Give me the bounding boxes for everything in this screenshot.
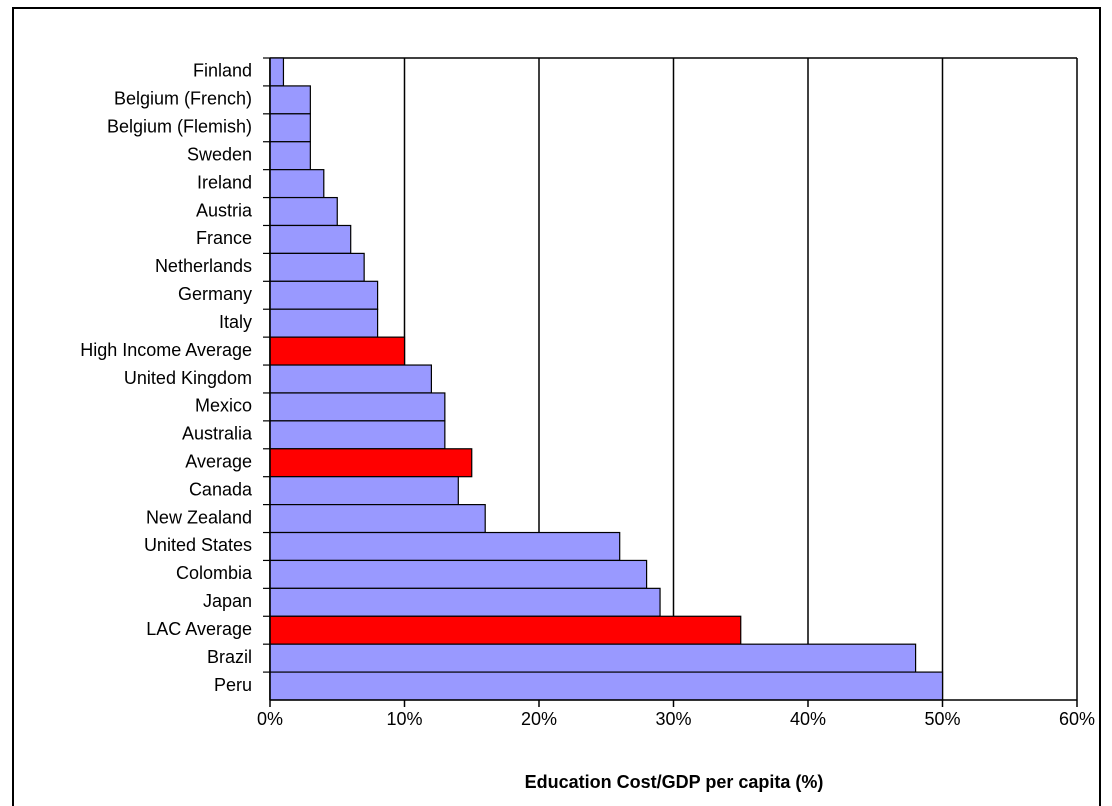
bar bbox=[269, 224, 352, 254]
bar bbox=[269, 559, 648, 589]
y-tick-label: Japan bbox=[203, 591, 252, 611]
y-tick-label: Colombia bbox=[176, 563, 253, 583]
y-tick-label: Austria bbox=[196, 200, 253, 220]
bar bbox=[269, 364, 432, 394]
y-tick-label: Australia bbox=[182, 424, 253, 444]
y-tick-label: Finland bbox=[193, 61, 252, 81]
bar bbox=[269, 615, 742, 645]
y-tick-label: Netherlands bbox=[155, 256, 252, 276]
x-axis-title: Education Cost/GDP per capita (%) bbox=[525, 772, 824, 792]
y-tick-label: France bbox=[196, 228, 252, 248]
x-tick-label: 60% bbox=[1059, 709, 1095, 729]
bar bbox=[269, 448, 473, 478]
y-tick-label: High Income Average bbox=[80, 340, 252, 360]
y-tick-label: Germany bbox=[178, 284, 252, 304]
bar bbox=[269, 420, 446, 450]
bar bbox=[269, 531, 621, 562]
bar bbox=[269, 392, 446, 422]
bar bbox=[269, 643, 917, 673]
bar bbox=[269, 504, 486, 534]
y-tick-label: LAC Average bbox=[146, 619, 252, 639]
y-tick-label: New Zealand bbox=[146, 507, 252, 527]
y-tick-label: Brazil bbox=[207, 647, 252, 667]
y-tick-label: Ireland bbox=[197, 172, 252, 192]
bar bbox=[269, 336, 406, 366]
bar bbox=[269, 57, 285, 87]
y-tick-label: United States bbox=[144, 535, 252, 555]
bar bbox=[269, 671, 944, 701]
y-tick-label: Belgium (French) bbox=[114, 89, 252, 109]
bar bbox=[269, 113, 311, 143]
bar bbox=[269, 280, 379, 310]
bar bbox=[269, 308, 379, 338]
chart-border bbox=[12, 7, 1101, 806]
y-tick-label: Belgium (Flemish) bbox=[107, 117, 252, 137]
bar bbox=[269, 587, 661, 617]
bar bbox=[269, 85, 311, 115]
y-tick-label: Mexico bbox=[195, 396, 252, 416]
x-tick-label: 30% bbox=[655, 709, 691, 729]
bar bbox=[269, 169, 325, 199]
y-tick-label: Peru bbox=[214, 675, 252, 695]
y-tick-label: Average bbox=[185, 451, 252, 471]
y-tick-label: Italy bbox=[219, 312, 252, 332]
bar bbox=[269, 141, 311, 171]
x-tick-label: 40% bbox=[790, 709, 826, 729]
x-tick-label: 0% bbox=[257, 709, 283, 729]
bar bbox=[269, 476, 459, 506]
y-tick-label: Sweden bbox=[187, 144, 252, 164]
y-tick-label: United Kingdom bbox=[124, 368, 252, 388]
y-tick-label: Canada bbox=[189, 479, 253, 499]
x-tick-label: 20% bbox=[521, 709, 557, 729]
x-tick-label: 10% bbox=[386, 709, 422, 729]
x-tick-label: 50% bbox=[924, 709, 960, 729]
bar bbox=[269, 252, 365, 282]
bar bbox=[269, 196, 338, 227]
